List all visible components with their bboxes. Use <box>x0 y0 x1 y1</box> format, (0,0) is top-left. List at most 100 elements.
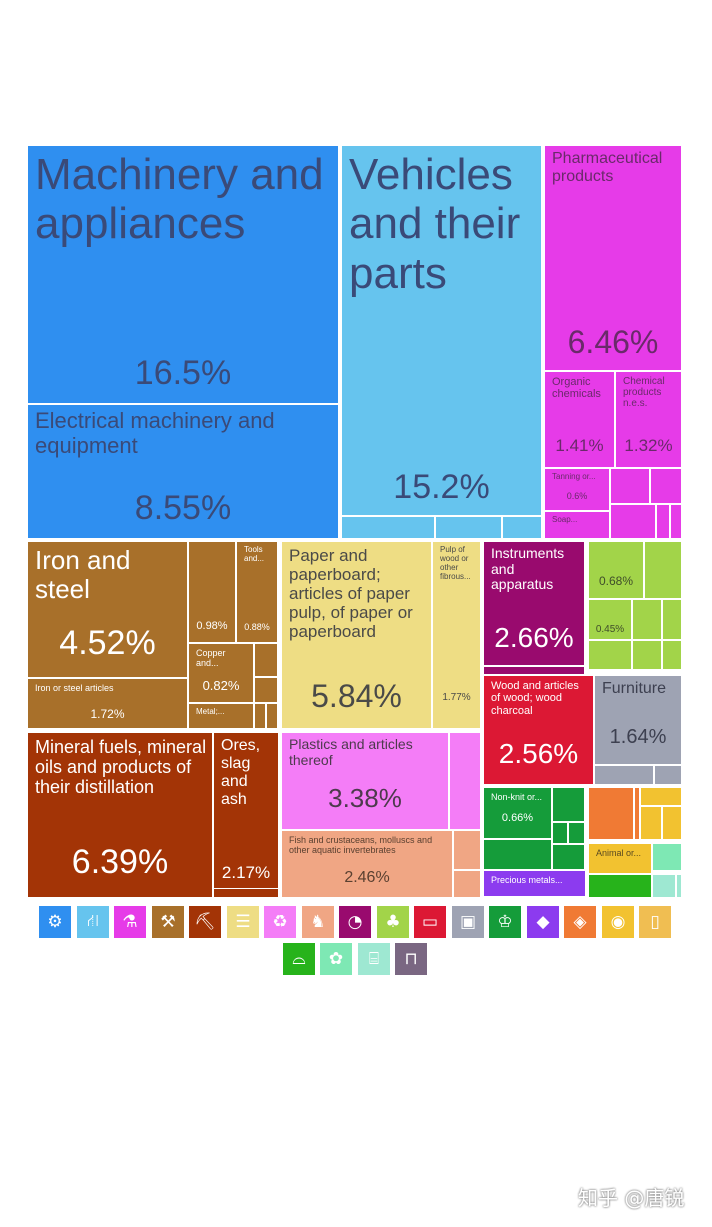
vegetable-products-icon[interactable]: ♣ <box>377 906 409 938</box>
treemap-tile-vehicles[interactable]: Vehicles and their parts 15.2% <box>341 145 542 516</box>
treemap-tile-furniture[interactable]: Furniture 1.64% <box>594 675 682 765</box>
treemap-tile-minor[interactable] <box>640 806 662 840</box>
treemap-tile-tanning[interactable]: Tanning or... 0.6% <box>544 468 610 511</box>
chemicals-icon[interactable]: ⚗ <box>114 906 146 938</box>
tile-label: Pharmaceutical products <box>552 150 663 185</box>
treemap-tile-electrical[interactable]: Electrical machinery and equipment 8.55% <box>27 404 339 539</box>
treemap-tile-minor[interactable] <box>502 516 542 539</box>
tile-value: 8.55% <box>134 489 232 527</box>
treemap-tile-minor[interactable] <box>654 765 682 785</box>
treemap-tile-tools[interactable]: Tools and... 0.88% <box>236 541 278 643</box>
wood-icon[interactable]: ▭ <box>414 906 446 938</box>
watermark: 知乎 @唐锐 <box>578 1186 685 1210</box>
tile-value: 0.66% <box>501 812 534 824</box>
treemap-tile-copper[interactable]: Copper and... 0.82% <box>188 643 254 703</box>
treemap-tile-minor[interactable] <box>552 787 585 822</box>
treemap-tile-minor[interactable] <box>552 844 585 870</box>
treemap-tile-minor[interactable] <box>610 504 656 539</box>
treemap-tile-minor[interactable] <box>588 874 652 898</box>
treemap-tile-minor[interactable] <box>652 874 676 898</box>
treemap-tile-minor[interactable] <box>588 787 634 840</box>
treemap-tile-minor[interactable] <box>610 468 650 504</box>
miscellaneous-icon[interactable]: ▣ <box>452 906 484 938</box>
foodstuffs-icon[interactable]: ◉ <box>602 906 634 938</box>
treemap-tile-machinery[interactable]: Machinery and appliances 16.5% <box>27 145 339 404</box>
tile-label: Organic chemicals <box>552 376 601 401</box>
treemap-tile-pharma[interactable]: Pharmaceutical products 6.46% <box>544 145 682 371</box>
treemap-tile-minor[interactable] <box>652 843 682 871</box>
treemap-tile-minor[interactable] <box>640 787 682 806</box>
treemap-tile-soap[interactable]: Soap... <box>544 511 610 539</box>
treemap-tile-minor[interactable] <box>594 765 654 785</box>
treemap-tile-fish[interactable]: Fish and crustaceans, molluscs and other… <box>281 830 453 898</box>
instruments-icon[interactable]: ◔ <box>339 906 371 938</box>
treemap-tile-organic[interactable]: Organic chemicals 1.41% <box>544 371 615 468</box>
treemap-tile-minor[interactable] <box>650 468 682 504</box>
treemap-tile-minor[interactable] <box>213 888 279 898</box>
treemap-tile-wood[interactable]: Wood and articles of wood; wood charcoal… <box>483 675 594 785</box>
treemap-tile-minor[interactable] <box>483 839 552 870</box>
vehicles-icon[interactable]: ⛙ <box>77 906 109 938</box>
treemap-tile-minor[interactable] <box>254 643 278 677</box>
animal-products-icon[interactable]: ♞ <box>302 906 334 938</box>
treemap-tile-minor[interactable] <box>656 504 670 539</box>
textiles-icon[interactable]: ♔ <box>489 906 521 938</box>
tile-label: Chemical products n.e.s. <box>623 376 665 410</box>
weapons-icon[interactable]: ▯ <box>639 906 671 938</box>
treemap-tile-mineral[interactable]: Mineral fuels, mineral oils and products… <box>27 732 213 898</box>
treemap-tile-minor[interactable] <box>634 787 640 840</box>
arts-icon[interactable]: ⌸ <box>358 943 390 975</box>
treemap-tile-precious[interactable]: Precious metals... <box>483 870 586 897</box>
treemap-tile-ores[interactable]: Ores, slag and ash 2.17% <box>213 732 279 898</box>
treemap-tile-minor[interactable] <box>676 874 682 898</box>
machinery-icon[interactable]: ⚙ <box>39 906 71 938</box>
treemap-tile-minor[interactable] <box>568 822 585 844</box>
plastics-icon[interactable]: ♻ <box>264 906 296 938</box>
treemap-tile-ironarticles[interactable]: Iron or steel articles 1.72% <box>27 678 188 729</box>
treemap-tile-minor[interactable] <box>254 703 266 729</box>
treemap-tile-plastics[interactable]: Plastics and articles thereof 3.38% <box>281 732 449 830</box>
stone-glass-icon[interactable]: ◈ <box>564 906 596 938</box>
treemap-tile-minor[interactable] <box>453 830 481 870</box>
treemap-tile-minor[interactable] <box>644 541 682 599</box>
treemap-tile-minor[interactable] <box>254 677 278 703</box>
treemap-tile-minor[interactable] <box>453 870 481 898</box>
treemap-tile-animal[interactable]: Animal or... <box>588 843 652 874</box>
footwear-icon[interactable]: ⌓ <box>283 943 315 975</box>
minerals-icon[interactable]: ⛏ <box>189 906 221 938</box>
treemap-tile-minor[interactable] <box>662 599 682 640</box>
treemap-tile-g045[interactable]: 0.45% <box>588 599 632 640</box>
tile-label: Machinery and appliances <box>35 150 324 249</box>
treemap-tile-minor[interactable] <box>632 640 662 670</box>
treemap-tile-nonknit[interactable]: Non-knit or... 0.66% <box>483 787 552 839</box>
animal-hides-icon[interactable]: ✿ <box>320 943 352 975</box>
tile-label: Electrical machinery and equipment <box>35 408 275 458</box>
treemap-tile-minor[interactable] <box>632 599 662 640</box>
tile-value: 0.98% <box>196 620 228 632</box>
treemap-tile-minor[interactable] <box>670 504 682 539</box>
tile-value: 16.5% <box>134 354 232 392</box>
precious-metals-icon[interactable]: ◆ <box>527 906 559 938</box>
treemap-tile-minor[interactable] <box>435 516 502 539</box>
treemap-tile-minor[interactable] <box>483 666 585 675</box>
treemap-tile-g068[interactable]: 0.68% <box>588 541 644 599</box>
treemap-tile-minor[interactable] <box>552 822 568 844</box>
treemap-tile-minor[interactable] <box>266 703 278 729</box>
treemap-tile-minor[interactable] <box>588 640 632 670</box>
paper-icon[interactable]: ☰ <box>227 906 259 938</box>
treemap-tile-m098[interactable]: 0.98% <box>188 541 236 643</box>
metals-icon[interactable]: ⚒ <box>152 906 184 938</box>
treemap-tile-minor[interactable] <box>449 732 481 830</box>
treemap-tile-paper[interactable]: Paper and paperboard; articles of paper … <box>281 541 432 729</box>
treemap-tile-minor[interactable] <box>662 806 682 840</box>
treemap-tile-minor[interactable] <box>341 516 435 539</box>
treemap-tile-chemical[interactable]: Chemical products n.e.s. 1.32% <box>615 371 682 468</box>
treemap-tile-metal[interactable]: Metal;... <box>188 703 254 729</box>
works-of-art-icon[interactable]: ⊓ <box>395 943 427 975</box>
treemap-tile-pulp[interactable]: Pulp of wood or other fibrous... 1.77% <box>432 541 481 729</box>
tile-value: 15.2% <box>393 468 490 506</box>
treemap-tile-minor[interactable] <box>662 640 682 670</box>
tile-label: Soap... <box>552 515 578 524</box>
treemap-tile-iron[interactable]: Iron and steel 4.52% <box>27 541 188 678</box>
treemap-tile-instruments[interactable]: Instruments and apparatus 2.66% <box>483 541 585 666</box>
